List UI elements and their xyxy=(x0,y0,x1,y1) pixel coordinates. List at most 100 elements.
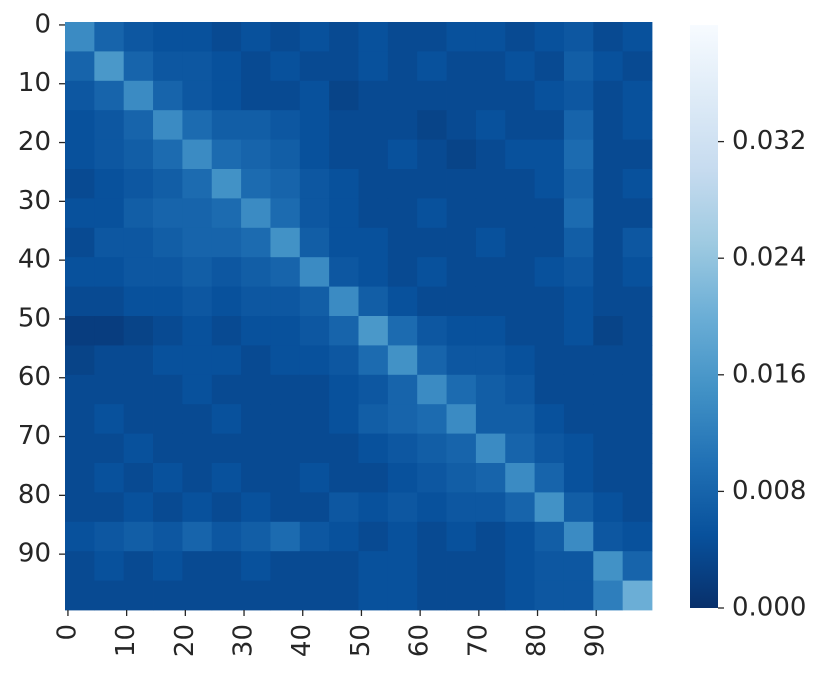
heatmap-cell xyxy=(387,139,418,170)
heatmap-cell xyxy=(505,110,535,140)
heatmap-cell xyxy=(475,80,506,111)
heatmap-cell xyxy=(211,551,242,581)
heatmap-cell xyxy=(270,463,301,493)
heatmap-cell xyxy=(94,51,125,82)
heatmap-cell xyxy=(270,286,301,317)
heatmap-cell xyxy=(622,198,653,229)
heatmap-cell xyxy=(358,286,389,317)
heatmap-cell xyxy=(475,227,506,258)
heatmap-cell xyxy=(329,51,359,82)
heatmap-cell xyxy=(299,463,330,493)
heatmap-cell xyxy=(475,580,506,611)
heatmap-cell xyxy=(123,551,154,581)
heatmap-cell xyxy=(387,169,418,199)
heatmap-cell xyxy=(94,463,125,493)
heatmap-cell xyxy=(123,198,154,229)
heatmap-cell xyxy=(505,169,535,199)
heatmap-cell xyxy=(299,110,330,140)
heatmap-cell xyxy=(417,169,447,199)
heatmap-cell xyxy=(299,22,330,52)
heatmap-cell xyxy=(534,551,565,581)
heatmap-cell xyxy=(329,580,359,611)
heatmap-cell xyxy=(475,345,506,376)
heatmap-cell xyxy=(475,257,506,287)
heatmap-cell xyxy=(475,139,506,170)
heatmap-cell xyxy=(622,80,653,111)
heatmap-cell xyxy=(358,169,389,199)
heatmap-cell xyxy=(153,169,183,199)
colorbar-tick-label: 0.024 xyxy=(732,243,806,273)
heatmap-cell xyxy=(534,433,565,464)
heatmap-cell xyxy=(593,463,624,493)
colorbar xyxy=(690,25,718,608)
heatmap-cell xyxy=(593,286,624,317)
heatmap-cell xyxy=(211,521,242,552)
heatmap-cell xyxy=(417,80,447,111)
heatmap-cell xyxy=(241,374,271,405)
heatmap-cell xyxy=(417,551,447,581)
heatmap-cell xyxy=(593,80,624,111)
heatmap-cell xyxy=(446,345,477,376)
heatmap-cell xyxy=(211,80,242,111)
heatmap-cell xyxy=(563,463,594,493)
heatmap-cell xyxy=(211,463,242,493)
heatmap-cell xyxy=(182,404,213,434)
heatmap-cell xyxy=(475,169,506,199)
heatmap-cell xyxy=(241,580,271,611)
heatmap-cell xyxy=(329,22,359,52)
heatmap-cell xyxy=(358,404,389,434)
heatmap-cell xyxy=(593,227,624,258)
heatmap-cell xyxy=(534,51,565,82)
heatmap-cell xyxy=(182,580,213,611)
heatmap-cell xyxy=(270,227,301,258)
heatmap-cell xyxy=(505,374,535,405)
heatmap-cell xyxy=(593,433,624,464)
heatmap-cell xyxy=(329,433,359,464)
heatmap-cell xyxy=(387,257,418,287)
heatmap-cell xyxy=(123,374,154,405)
heatmap-cell xyxy=(417,51,447,82)
heatmap-cell xyxy=(94,198,125,229)
colorbar-tick-label: 0.016 xyxy=(732,359,806,389)
heatmap-cell xyxy=(622,286,653,317)
heatmap-cell xyxy=(446,433,477,464)
colorbar-tick-label: 0.000 xyxy=(732,593,806,623)
heatmap-cell xyxy=(299,345,330,376)
heatmap-cell xyxy=(446,51,477,82)
heatmap-cell xyxy=(505,580,535,611)
heatmap-cell xyxy=(563,492,594,523)
heatmap-cell xyxy=(211,404,242,434)
heatmap-cell xyxy=(622,404,653,434)
heatmap-cell xyxy=(270,110,301,140)
heatmap-cell xyxy=(241,463,271,493)
heatmap-cell xyxy=(211,316,242,346)
x-tick-label: 40 xyxy=(287,624,317,657)
heatmap-cell xyxy=(593,169,624,199)
heatmap-cell xyxy=(593,198,624,229)
heatmap-cell xyxy=(387,580,418,611)
heatmap-cell xyxy=(241,521,271,552)
heatmap-cell xyxy=(358,110,389,140)
heatmap-cell xyxy=(211,169,242,199)
heatmap-cell xyxy=(446,521,477,552)
heatmap-cell xyxy=(153,433,183,464)
heatmap-cell xyxy=(153,257,183,287)
heatmap-cell xyxy=(123,463,154,493)
heatmap-cell xyxy=(417,521,447,552)
heatmap-cell xyxy=(94,374,125,405)
heatmap-cell xyxy=(329,521,359,552)
heatmap-cell xyxy=(123,169,154,199)
heatmap-cell xyxy=(358,257,389,287)
heatmap-cell xyxy=(182,139,213,170)
heatmap-cell xyxy=(417,22,447,52)
heatmap-cell xyxy=(505,139,535,170)
heatmap-cell xyxy=(182,463,213,493)
heatmap-cell xyxy=(387,492,418,523)
heatmap-cell xyxy=(387,22,418,52)
heatmap-cell xyxy=(299,139,330,170)
heatmap-cell xyxy=(417,433,447,464)
heatmap-cell xyxy=(270,80,301,111)
heatmap-cell xyxy=(270,374,301,405)
heatmap-cell xyxy=(211,257,242,287)
